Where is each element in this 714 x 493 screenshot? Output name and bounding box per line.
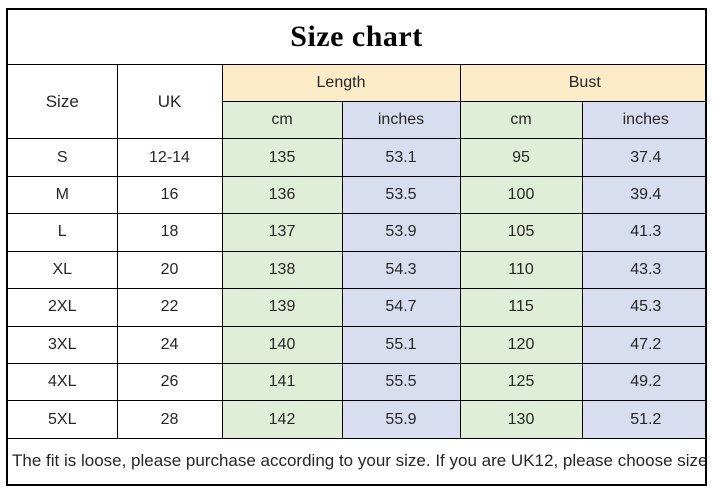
size-cell: 4XL bbox=[8, 362, 118, 402]
column-header-bust-inches: inches bbox=[581, 100, 705, 140]
bust-cm-cell: 95 bbox=[459, 138, 583, 177]
size-cell: 3XL bbox=[8, 325, 118, 364]
length-inches-cell: 53.9 bbox=[341, 213, 461, 252]
bust-cm-cell: 120 bbox=[459, 325, 583, 364]
column-header-length-inches: inches bbox=[341, 100, 461, 140]
bust-cm-cell: 130 bbox=[459, 400, 583, 439]
size-cell: M bbox=[8, 175, 118, 215]
size-table-container: Size UK Length Bust cm inches cm inches … bbox=[8, 65, 705, 484]
bust-inches-cell: 45.3 bbox=[581, 288, 705, 327]
header-group-row: Size UK Length Bust bbox=[8, 65, 705, 140]
size-chart-panel: Size chart Size UK Length Bust cm bbox=[6, 8, 707, 486]
uk-cell: 24 bbox=[116, 325, 223, 364]
table-row-s: S 12-14 135 53.1 95 37.4 bbox=[8, 138, 705, 177]
column-group-bust: Bust bbox=[459, 65, 705, 102]
column-group-length: Length bbox=[221, 65, 461, 102]
table-row-5xl: 5XL 28 142 55.9 130 51.2 bbox=[8, 400, 705, 439]
uk-cell: 20 bbox=[116, 250, 223, 290]
footer-note-row: The fit is loose, please purchase accord… bbox=[8, 437, 705, 484]
length-inches-cell: 53.1 bbox=[341, 138, 461, 177]
bust-inches-cell: 41.3 bbox=[581, 213, 705, 252]
page-title: Size chart bbox=[290, 20, 423, 53]
bust-inches-cell: 39.4 bbox=[581, 175, 705, 215]
length-cm-cell: 136 bbox=[221, 175, 343, 215]
length-cm-cell: 138 bbox=[221, 250, 343, 290]
size-cell: 2XL bbox=[8, 288, 118, 327]
bust-cm-cell: 100 bbox=[459, 175, 583, 215]
bust-inches-cell: 47.2 bbox=[581, 325, 705, 364]
bust-cm-cell: 105 bbox=[459, 213, 583, 252]
length-cm-cell: 141 bbox=[221, 362, 343, 402]
table-row-2xl: 2XL 22 139 54.7 115 45.3 bbox=[8, 288, 705, 327]
title-bar: Size chart bbox=[8, 10, 705, 65]
bust-cm-cell: 125 bbox=[459, 362, 583, 402]
length-inches-cell: 55.9 bbox=[341, 400, 461, 439]
length-cm-cell: 135 bbox=[221, 138, 343, 177]
size-cell: 5XL bbox=[8, 400, 118, 439]
length-cm-cell: 140 bbox=[221, 325, 343, 364]
uk-cell: 28 bbox=[116, 400, 223, 439]
length-cm-cell: 142 bbox=[221, 400, 343, 439]
bust-inches-cell: 37.4 bbox=[581, 138, 705, 177]
bust-inches-cell: 49.2 bbox=[581, 362, 705, 402]
uk-cell: 26 bbox=[116, 362, 223, 402]
size-cell: S bbox=[8, 138, 118, 177]
bust-inches-cell: 43.3 bbox=[581, 250, 705, 290]
length-inches-cell: 53.5 bbox=[341, 175, 461, 215]
length-inches-cell: 54.3 bbox=[341, 250, 461, 290]
bust-cm-cell: 110 bbox=[459, 250, 583, 290]
length-inches-cell: 55.5 bbox=[341, 362, 461, 402]
table-row-xl: XL 20 138 54.3 110 43.3 bbox=[8, 250, 705, 290]
uk-cell: 12-14 bbox=[116, 138, 223, 177]
table-row-m: M 16 136 53.5 100 39.4 bbox=[8, 175, 705, 215]
fit-note: The fit is loose, please purchase accord… bbox=[8, 437, 705, 484]
table-row-3xl: 3XL 24 140 55.1 120 47.2 bbox=[8, 325, 705, 364]
uk-cell: 18 bbox=[116, 213, 223, 252]
length-inches-cell: 55.1 bbox=[341, 325, 461, 364]
size-cell: XL bbox=[8, 250, 118, 290]
size-cell: L bbox=[8, 213, 118, 252]
length-cm-cell: 139 bbox=[221, 288, 343, 327]
uk-cell: 16 bbox=[116, 175, 223, 215]
column-header-size: Size bbox=[8, 65, 118, 140]
column-header-bust-cm: cm bbox=[459, 100, 583, 140]
table-row-4xl: 4XL 26 141 55.5 125 49.2 bbox=[8, 362, 705, 402]
bust-inches-cell: 51.2 bbox=[581, 400, 705, 439]
size-table: Size UK Length Bust cm inches cm inches … bbox=[8, 65, 705, 484]
uk-cell: 22 bbox=[116, 288, 223, 327]
table-row-l: L 18 137 53.9 105 41.3 bbox=[8, 213, 705, 252]
length-cm-cell: 137 bbox=[221, 213, 343, 252]
column-header-length-cm: cm bbox=[222, 100, 343, 140]
bust-cm-cell: 115 bbox=[459, 288, 583, 327]
column-header-uk: UK bbox=[116, 65, 223, 140]
length-inches-cell: 54.7 bbox=[341, 288, 461, 327]
